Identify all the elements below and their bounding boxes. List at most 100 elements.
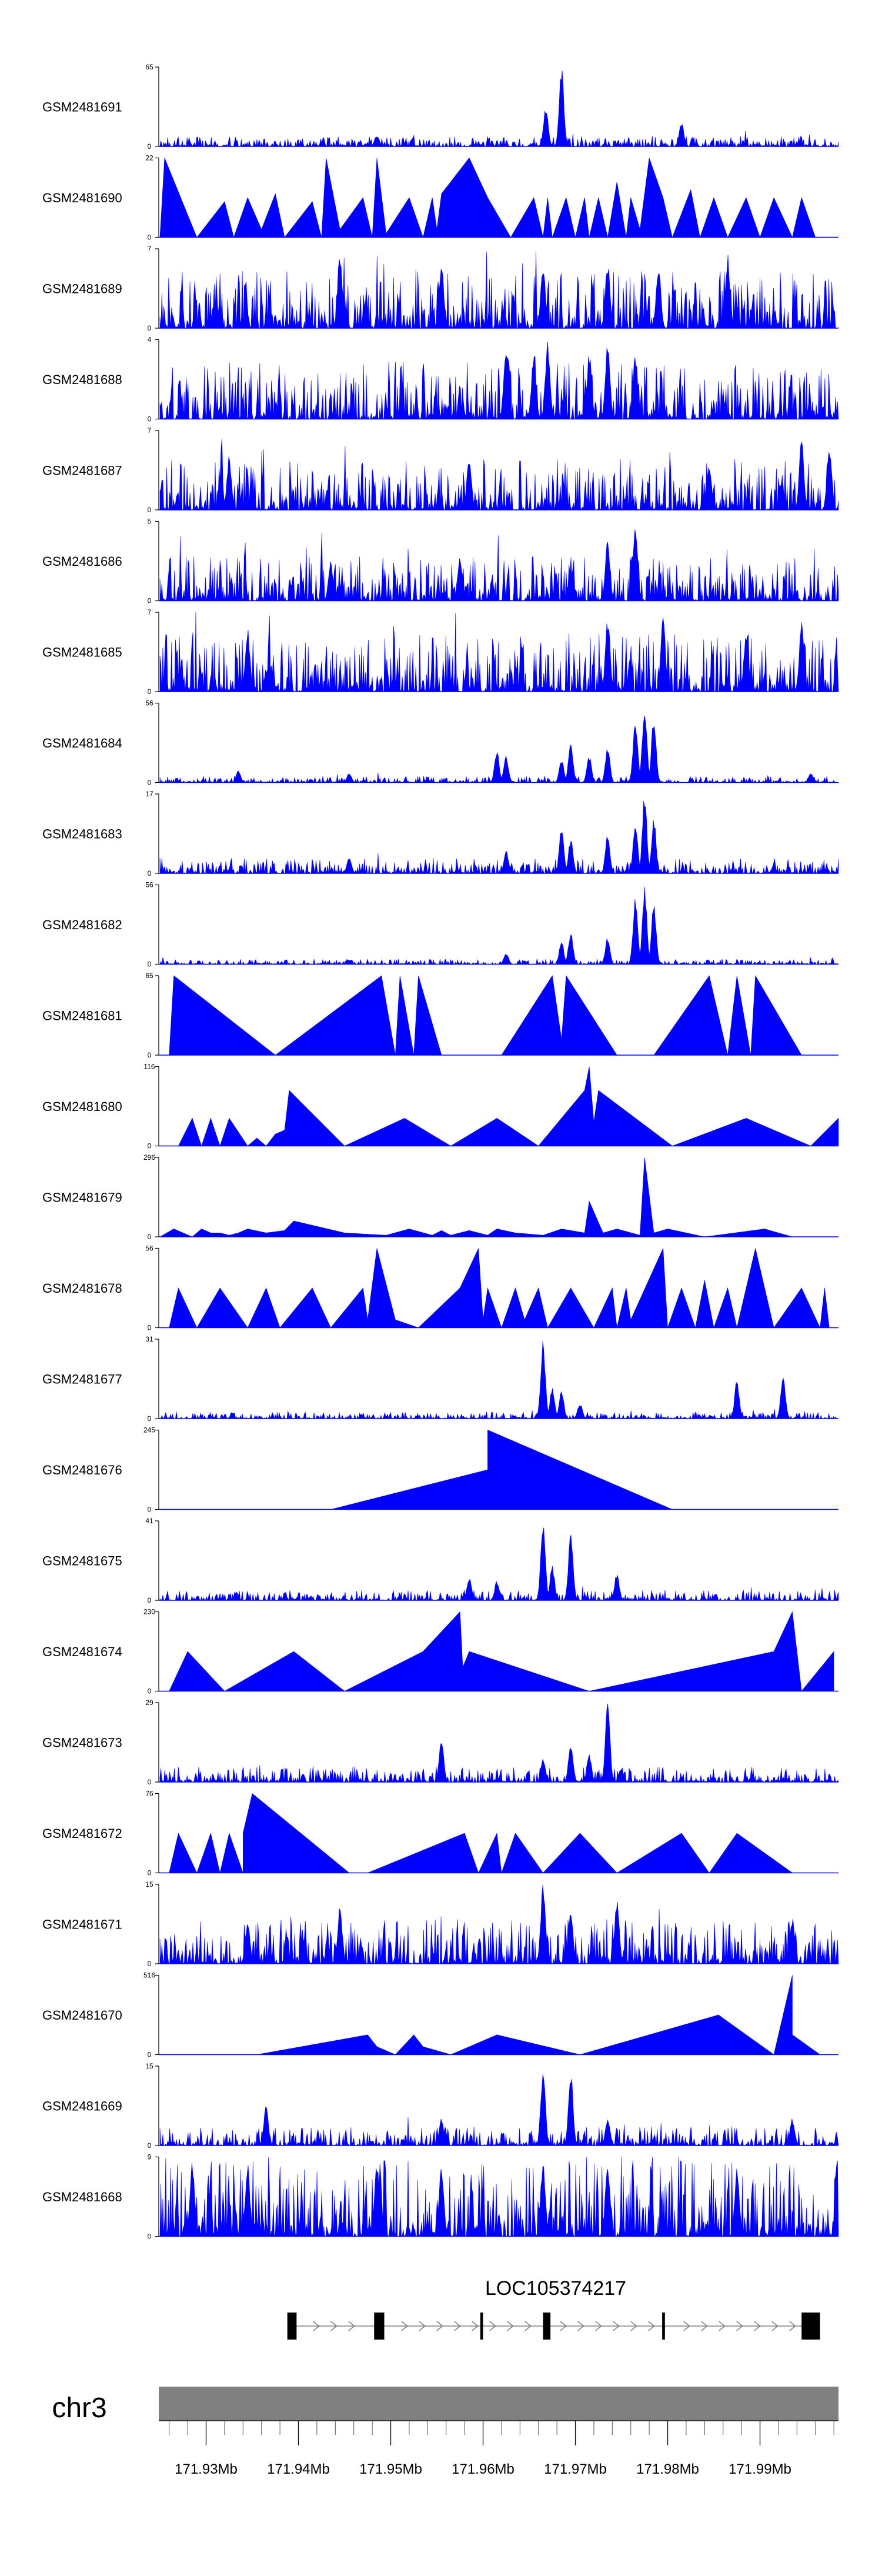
y-axis-min-label: 0 — [148, 1051, 152, 1059]
track-GSM2481672: GSM2481672 76 0 — [42, 1790, 838, 1877]
y-axis-min-label: 0 — [148, 1960, 152, 1968]
y-axis-min-label: 0 — [148, 1414, 152, 1423]
y-axis-min-label: 0 — [148, 2051, 152, 2059]
y-axis-max-label: 65 — [145, 63, 153, 71]
track-GSM2481681: GSM2481681 65 0 — [42, 972, 838, 1059]
strand-chevron-icon — [736, 2321, 743, 2331]
y-axis-min-label: 0 — [148, 1142, 152, 1150]
strand-chevron-icon — [436, 2321, 443, 2331]
x-axis-tick-label: 171.96Mb — [452, 2461, 514, 2477]
track-label-GSM2481685: GSM2481685 — [42, 645, 122, 660]
y-axis-min-label: 0 — [148, 2141, 152, 2150]
coverage-area-GSM2481684 — [159, 716, 839, 783]
strand-chevron-icon — [648, 2321, 655, 2331]
strand-chevron-icon — [683, 2321, 690, 2331]
y-axis-max-label: 9 — [148, 2153, 152, 2161]
strand-chevron-icon — [401, 2321, 408, 2331]
coverage-area-GSM2481686 — [159, 529, 839, 602]
track-GSM2481684: GSM2481684 56 0 — [42, 699, 839, 787]
y-axis-min-label: 0 — [148, 324, 152, 332]
strand-chevron-icon — [613, 2321, 620, 2331]
strand-chevron-icon — [771, 2321, 779, 2331]
coverage-area-GSM2481677 — [159, 1341, 839, 1420]
y-axis-min-label: 0 — [148, 233, 152, 242]
track-GSM2481685: GSM2481685 7 0 — [42, 608, 839, 696]
track-label-GSM2481671: GSM2481671 — [42, 1917, 122, 1932]
track-label-GSM2481689: GSM2481689 — [42, 282, 122, 296]
strand-chevron-icon — [577, 2321, 584, 2331]
coverage-area-GSM2481689 — [159, 251, 839, 329]
track-label-GSM2481686: GSM2481686 — [42, 554, 122, 569]
coverage-area-GSM2481685 — [159, 612, 839, 692]
coverage-area-GSM2481687 — [159, 438, 839, 511]
coverage-area-GSM2481678 — [169, 1248, 830, 1329]
track-GSM2481670: GSM2481670 516 0 — [42, 1971, 838, 2059]
y-axis-max-label: 17 — [145, 790, 153, 798]
strand-chevron-icon — [560, 2321, 567, 2331]
y-axis-max-label: 76 — [145, 1790, 153, 1798]
track-GSM2481671: GSM2481671 15 0 — [42, 1880, 839, 1968]
coverage-tracks: GSM2481691650GSM2481690220GSM248168970GS… — [42, 63, 839, 2241]
track-label-GSM2481690: GSM2481690 — [42, 191, 122, 205]
y-axis-max-label: 31 — [145, 1335, 153, 1343]
y-axis-min-label: 0 — [148, 1687, 152, 1696]
track-label-GSM2481680: GSM2481680 — [42, 1099, 122, 1114]
gene-exon-6 — [801, 2313, 820, 2340]
y-axis-max-label: 296 — [143, 1153, 155, 1162]
track-label-GSM2481677: GSM2481677 — [42, 1372, 122, 1387]
coverage-area-GSM2481674 — [169, 1611, 834, 1692]
track-GSM2481669: GSM2481669 15 0 — [42, 2062, 839, 2150]
y-axis-max-label: 4 — [148, 336, 152, 344]
y-axis-max-label: 15 — [145, 1880, 153, 1888]
gene-exon-2 — [374, 2313, 385, 2340]
y-axis-max-label: 245 — [143, 1426, 155, 1434]
chromosome-ideogram-band — [159, 2387, 838, 2421]
x-axis-tick-label: 171.95Mb — [359, 2461, 422, 2477]
y-axis-min-label: 0 — [148, 1778, 152, 1786]
y-axis-max-label: 56 — [145, 1244, 153, 1253]
coverage-area-GSM2481673 — [159, 1703, 839, 1783]
track-label-GSM2481688: GSM2481688 — [42, 372, 122, 387]
y-axis-max-label: 56 — [145, 699, 153, 708]
coverage-area-GSM2481669 — [159, 2074, 839, 2147]
x-axis-tick-label: 171.93Mb — [175, 2461, 238, 2477]
chromosome-label: chr3 — [52, 2393, 106, 2424]
track-label-GSM2481668: GSM2481668 — [42, 2190, 122, 2204]
track-GSM2481682: GSM2481682 56 0 — [42, 881, 839, 969]
gene-exon-3 — [480, 2313, 483, 2340]
strand-chevron-icon — [330, 2321, 338, 2331]
track-GSM2481689: GSM2481689 7 0 — [42, 245, 839, 332]
track-GSM2481677: GSM2481677 31 0 — [42, 1335, 839, 1423]
y-axis-max-label: 230 — [143, 1608, 155, 1616]
y-axis-max-label: 65 — [145, 972, 153, 980]
y-axis-min-label: 0 — [148, 1506, 152, 1514]
track-label-GSM2481682: GSM2481682 — [42, 917, 122, 932]
strand-chevron-icon — [524, 2321, 532, 2331]
strand-chevron-icon — [313, 2321, 320, 2331]
track-label-GSM2481684: GSM2481684 — [42, 736, 122, 750]
coverage-area-GSM2481679 — [159, 1157, 793, 1237]
coverage-area-GSM2481690 — [159, 157, 825, 238]
track-label-GSM2481679: GSM2481679 — [42, 1190, 122, 1205]
track-label-GSM2481691: GSM2481691 — [42, 100, 122, 115]
gene-model-track: LOC105374217 — [287, 2277, 820, 2340]
y-axis-max-label: 56 — [145, 881, 153, 889]
coverage-area-GSM2481691 — [159, 71, 839, 148]
strand-chevron-icon — [719, 2321, 726, 2331]
strand-chevron-icon — [754, 2321, 761, 2331]
strand-chevron-icon — [630, 2321, 637, 2331]
strand-chevron-icon — [348, 2321, 355, 2331]
track-GSM2481690: GSM2481690 22 0 — [42, 154, 838, 242]
coverage-area-GSM2481675 — [159, 1527, 839, 1601]
y-axis-min-label: 0 — [148, 142, 152, 151]
coverage-area-GSM2481682 — [159, 886, 839, 965]
track-label-GSM2481672: GSM2481672 — [42, 1826, 122, 1841]
y-axis-min-label: 0 — [148, 1324, 152, 1332]
track-label-GSM2481681: GSM2481681 — [42, 1009, 122, 1023]
track-GSM2481691: GSM2481691 65 0 — [42, 63, 839, 151]
track-label-GSM2481675: GSM2481675 — [42, 1554, 122, 1569]
y-axis-min-label: 0 — [148, 1869, 152, 1877]
track-GSM2481676: GSM2481676 245 0 — [42, 1426, 838, 1514]
y-axis-min-label: 0 — [148, 1596, 152, 1604]
